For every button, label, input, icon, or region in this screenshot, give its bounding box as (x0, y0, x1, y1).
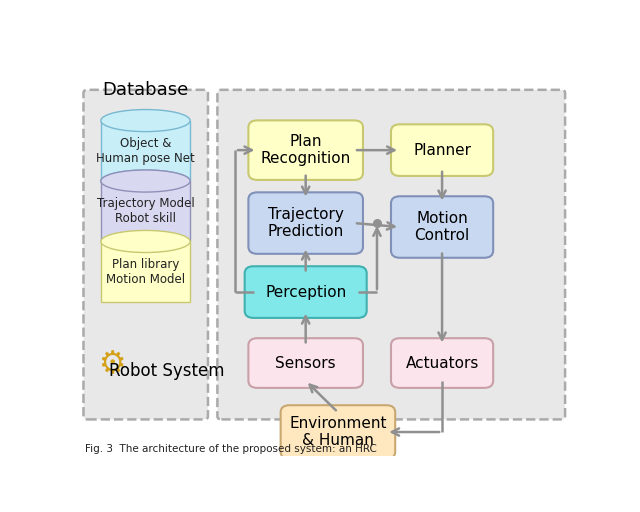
Text: Plan
Recognition: Plan Recognition (260, 134, 351, 166)
Text: Object &
Human pose Net: Object & Human pose Net (96, 137, 195, 165)
FancyBboxPatch shape (83, 90, 208, 419)
Text: Actuators: Actuators (405, 355, 479, 371)
Text: Trajectory
Prediction: Trajectory Prediction (268, 207, 344, 239)
Ellipse shape (101, 170, 190, 192)
FancyBboxPatch shape (391, 338, 493, 388)
FancyBboxPatch shape (391, 196, 493, 258)
Ellipse shape (101, 230, 190, 252)
Text: Trajectory Model
Robot skill: Trajectory Model Robot skill (97, 197, 195, 225)
Text: Motion
Control: Motion Control (415, 211, 470, 243)
Text: Perception: Perception (265, 285, 346, 300)
Ellipse shape (101, 170, 190, 192)
FancyBboxPatch shape (280, 405, 396, 459)
Text: Plan library
Motion Model: Plan library Motion Model (106, 258, 185, 286)
Text: Environment
& Human: Environment & Human (289, 416, 387, 448)
Text: Planner: Planner (413, 143, 471, 158)
Text: Robot System: Robot System (109, 362, 225, 380)
FancyBboxPatch shape (248, 120, 363, 180)
Polygon shape (101, 242, 190, 302)
FancyBboxPatch shape (218, 90, 565, 419)
Text: Sensors: Sensors (275, 355, 336, 371)
Polygon shape (101, 121, 190, 181)
FancyBboxPatch shape (248, 338, 363, 388)
FancyBboxPatch shape (248, 193, 363, 254)
Ellipse shape (101, 110, 190, 132)
FancyBboxPatch shape (244, 266, 367, 318)
Text: Database: Database (102, 81, 189, 99)
Text: ⚙: ⚙ (99, 351, 126, 379)
FancyBboxPatch shape (391, 124, 493, 176)
Polygon shape (101, 181, 190, 242)
Text: Fig. 3  The architecture of the proposed system: an HRC: Fig. 3 The architecture of the proposed … (85, 444, 377, 454)
